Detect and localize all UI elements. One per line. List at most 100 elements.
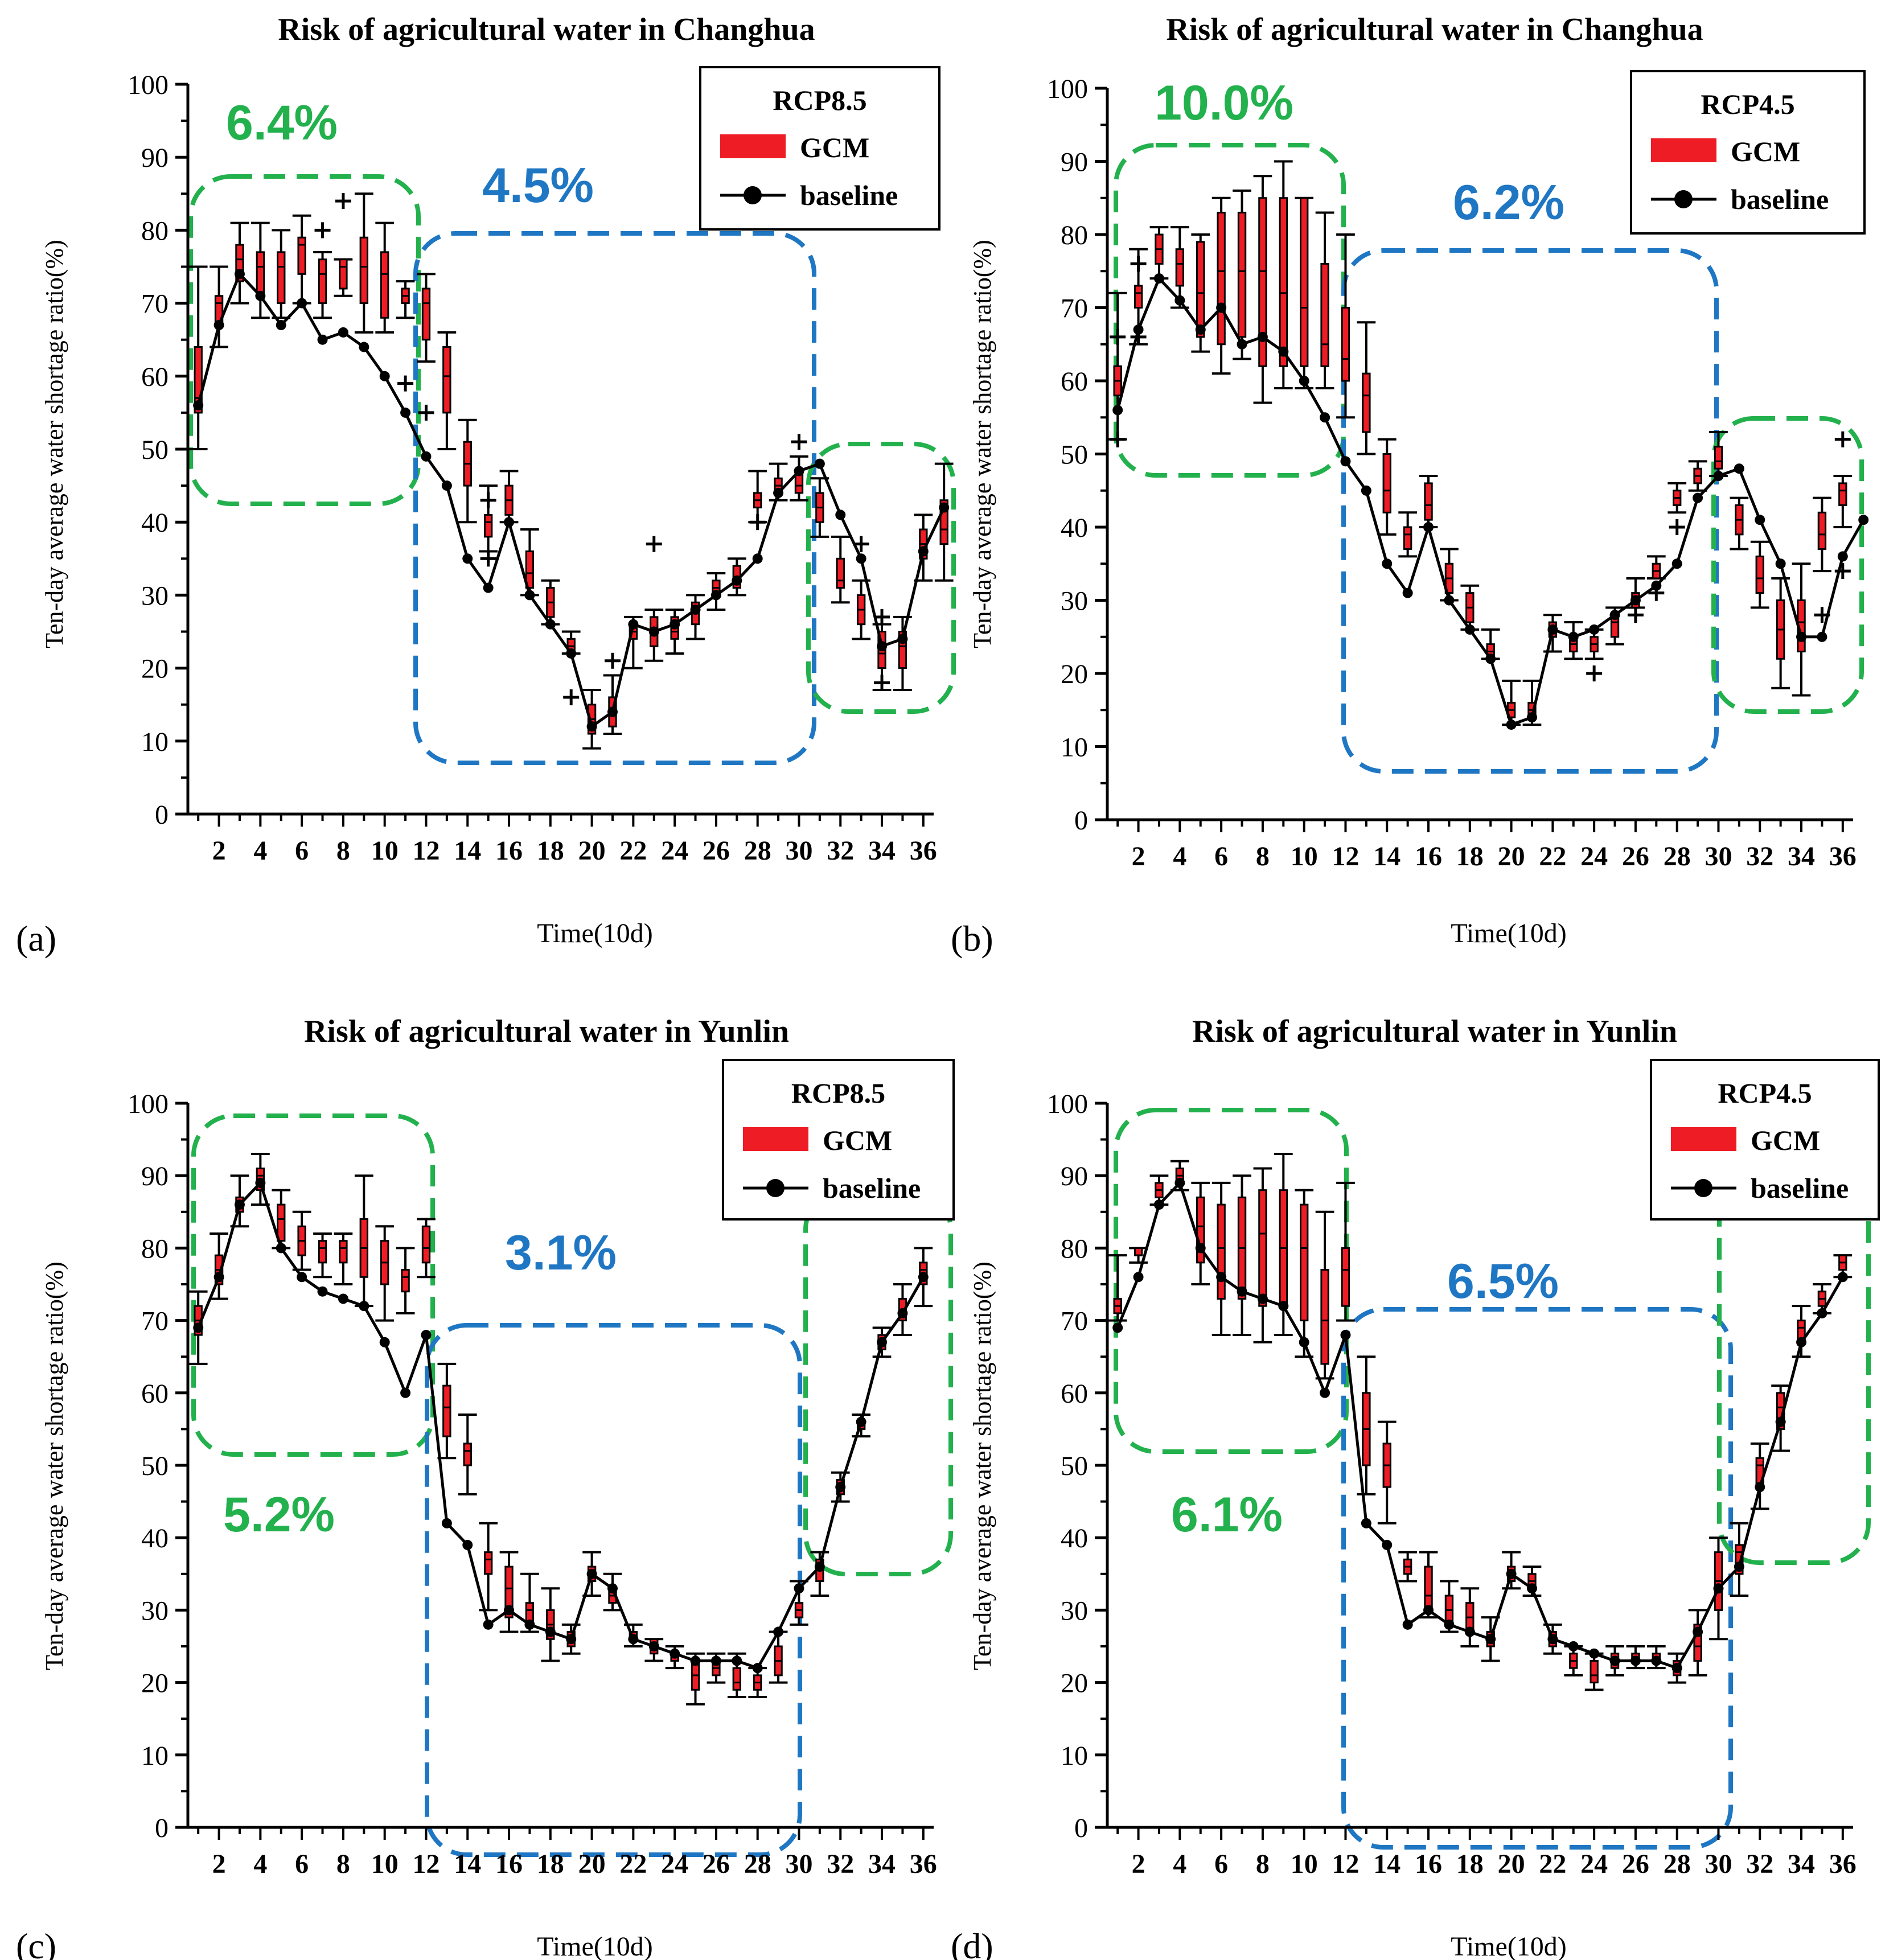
baseline-point: [400, 1387, 411, 1398]
legend-baseline-label: baseline: [800, 179, 898, 211]
gcm-box: [1792, 1305, 1811, 1358]
region-box-green: [188, 174, 421, 506]
baseline-point: [1651, 1655, 1662, 1666]
iqr-box: [1258, 1189, 1267, 1307]
legend-baseline-label: baseline: [1751, 1172, 1849, 1204]
gcm-box: [1191, 1181, 1210, 1285]
gcm-box: [499, 470, 519, 524]
gcm-box: [479, 1522, 498, 1612]
baseline-point: [690, 605, 701, 615]
gcm-box: [1750, 540, 1769, 609]
gcm-box: [1792, 562, 1811, 697]
gcm-box: [313, 1232, 332, 1279]
y-tick-label: 60: [141, 1379, 169, 1409]
baseline-point: [255, 1177, 266, 1188]
baseline-point: [1320, 412, 1330, 423]
region-box-blue: [1341, 248, 1719, 774]
x-tick-label: 24: [661, 1849, 688, 1879]
x-tick-label: 28: [1664, 841, 1691, 872]
baseline-point: [1195, 324, 1206, 335]
baseline-point: [1547, 1634, 1558, 1645]
gcm-box: [1357, 321, 1376, 455]
baseline-point: [1713, 471, 1724, 482]
gcm-box: [790, 455, 808, 502]
baseline-point: [897, 1308, 908, 1318]
y-tick-label: 10: [141, 1741, 169, 1771]
x-tick-label: 8: [1256, 1849, 1270, 1879]
iqr-box: [1279, 197, 1288, 367]
panel-label: (b): [951, 918, 993, 959]
gcm-box: [1771, 577, 1790, 689]
baseline-point: [1299, 1337, 1309, 1347]
baseline-point: [1340, 1330, 1351, 1341]
baseline-point: [483, 1619, 494, 1630]
x-tick-label: 4: [253, 1849, 267, 1879]
x-tick-label: 2: [1132, 1849, 1145, 1879]
y-tick-label: 20: [1061, 1669, 1088, 1699]
x-tick-label: 18: [537, 836, 564, 866]
gcm-box: [1398, 511, 1418, 558]
gcm-box: [1419, 475, 1438, 528]
x-tick-label: 36: [1829, 841, 1857, 872]
gcm-box: [1233, 1174, 1251, 1337]
gcm-box: [354, 192, 373, 334]
baseline-point: [441, 1518, 452, 1528]
baseline-point: [379, 1337, 390, 1347]
region-box-green: [1711, 416, 1864, 714]
region-box-green: [803, 1187, 953, 1576]
iqr-box: [277, 1203, 286, 1242]
region-percentage-label: 6.2%: [1453, 175, 1564, 230]
panel-label: (a): [16, 918, 56, 959]
baseline-point: [1112, 1322, 1123, 1333]
gcm-box: [1211, 1181, 1231, 1337]
iqr-box: [525, 550, 535, 589]
y-axis-label: Ten-day average water shortage ratio(%): [40, 240, 68, 648]
baseline-point: [1382, 558, 1393, 569]
iqr-box: [1237, 211, 1247, 338]
x-tick-label: 30: [1705, 841, 1732, 872]
iqr-box: [421, 1225, 431, 1264]
iqr-box: [1403, 526, 1412, 550]
baseline-point: [794, 466, 804, 476]
baseline-point: [1796, 1337, 1807, 1347]
baseline-point: [1464, 624, 1475, 635]
x-tick-label: 8: [1256, 841, 1270, 872]
gcm-box: [437, 1362, 457, 1460]
baseline-point: [1630, 595, 1641, 606]
x-tick-label: 34: [868, 836, 896, 866]
baseline-point: [814, 1562, 825, 1572]
panel-label: (c): [16, 1926, 56, 1960]
baseline-point: [814, 458, 825, 469]
x-tick-label: 2: [212, 836, 226, 866]
iqr-box: [1755, 555, 1764, 594]
x-tick-label: 20: [1498, 1849, 1525, 1879]
baseline-point: [359, 1301, 369, 1312]
y-tick-label: 90: [141, 1161, 169, 1191]
y-tick-label: 0: [155, 1813, 169, 1843]
gcm-box: [1460, 1587, 1480, 1647]
baseline-point: [193, 400, 204, 411]
y-tick-label: 50: [1061, 1451, 1088, 1481]
baseline-point: [1174, 295, 1185, 306]
baseline-point: [1609, 1655, 1620, 1666]
baseline-point: [1361, 485, 1371, 496]
y-tick-label: 100: [128, 70, 169, 100]
legend-scenario: RCP8.5: [791, 1077, 885, 1109]
y-tick-label: 80: [1061, 220, 1088, 250]
x-tick-label: 24: [661, 836, 688, 866]
baseline-point: [628, 1634, 639, 1645]
iqr-box: [1300, 1203, 1309, 1322]
y-tick-label: 30: [1061, 1596, 1088, 1626]
iqr-box: [277, 251, 286, 305]
baseline-point: [918, 546, 929, 557]
region-percentage-label: 5.2%: [223, 1488, 335, 1542]
iqr-box: [1341, 1247, 1350, 1307]
x-tick-label: 34: [868, 1849, 896, 1879]
gcm-box: [1750, 1442, 1769, 1510]
baseline-point: [1506, 1568, 1517, 1579]
region-box-blue: [413, 231, 816, 765]
x-tick-label: 16: [1415, 841, 1442, 872]
x-tick-label: 36: [1829, 1849, 1857, 1879]
legend-scenario: RCP4.5: [1718, 1077, 1812, 1109]
baseline-point: [1278, 346, 1289, 357]
